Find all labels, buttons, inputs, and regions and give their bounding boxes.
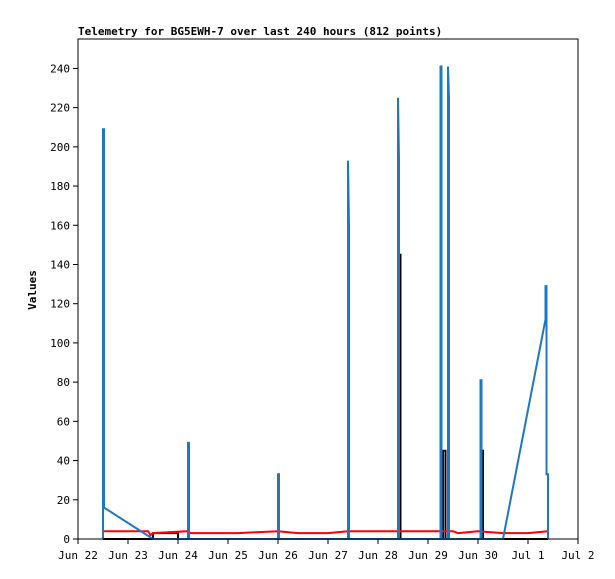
y-tick-label: 80 <box>57 376 70 389</box>
y-tick-label: 220 <box>50 102 70 115</box>
x-tick-label: Jul 2 <box>561 549 594 562</box>
chart-title: Telemetry for BG5EWH-7 over last 240 hou… <box>78 25 442 38</box>
x-tick-label: Jun 30 <box>458 549 498 562</box>
series-line-2 <box>103 530 549 537</box>
y-tick-label: 120 <box>50 298 70 311</box>
x-tick-label: Jun 29 <box>408 549 448 562</box>
x-tick-label: Jun 26 <box>258 549 298 562</box>
x-tick-label: Jun 28 <box>358 549 398 562</box>
plot-frame <box>77 38 579 540</box>
y-tick-label: 20 <box>57 494 70 507</box>
y-tick-label: 40 <box>57 455 70 468</box>
y-tick-label: 240 <box>50 62 70 75</box>
y-axis: 0 20 40 60 80 100 120 140 160 180 200 220 240 <box>50 62 78 546</box>
series-line-3 <box>102 65 549 540</box>
y-tick-label: 160 <box>50 219 70 232</box>
y-tick-label: 140 <box>50 258 70 271</box>
x-tick-label: Jun 24 <box>158 549 198 562</box>
x-tick-label: Jul 1 <box>511 549 544 562</box>
x-tick-label: Jun 27 <box>308 549 348 562</box>
y-tick-label: 180 <box>50 180 70 193</box>
series-layer <box>102 65 549 540</box>
x-tick-label: Jun 23 <box>108 549 148 562</box>
x-tick-label: Jun 25 <box>208 549 248 562</box>
y-tick-label: 60 <box>57 415 70 428</box>
y-axis-label: Values <box>26 270 39 310</box>
y-tick-label: 100 <box>50 337 70 350</box>
x-tick-label: Jun 22 <box>58 549 98 562</box>
x-axis: Jun 22 Jun 23 Jun 24 Jun 25 Jun 26 Jun 27 Jun … <box>58 539 595 562</box>
y-tick-label: 200 <box>50 141 70 154</box>
y-tick-label: 0 <box>63 533 70 546</box>
